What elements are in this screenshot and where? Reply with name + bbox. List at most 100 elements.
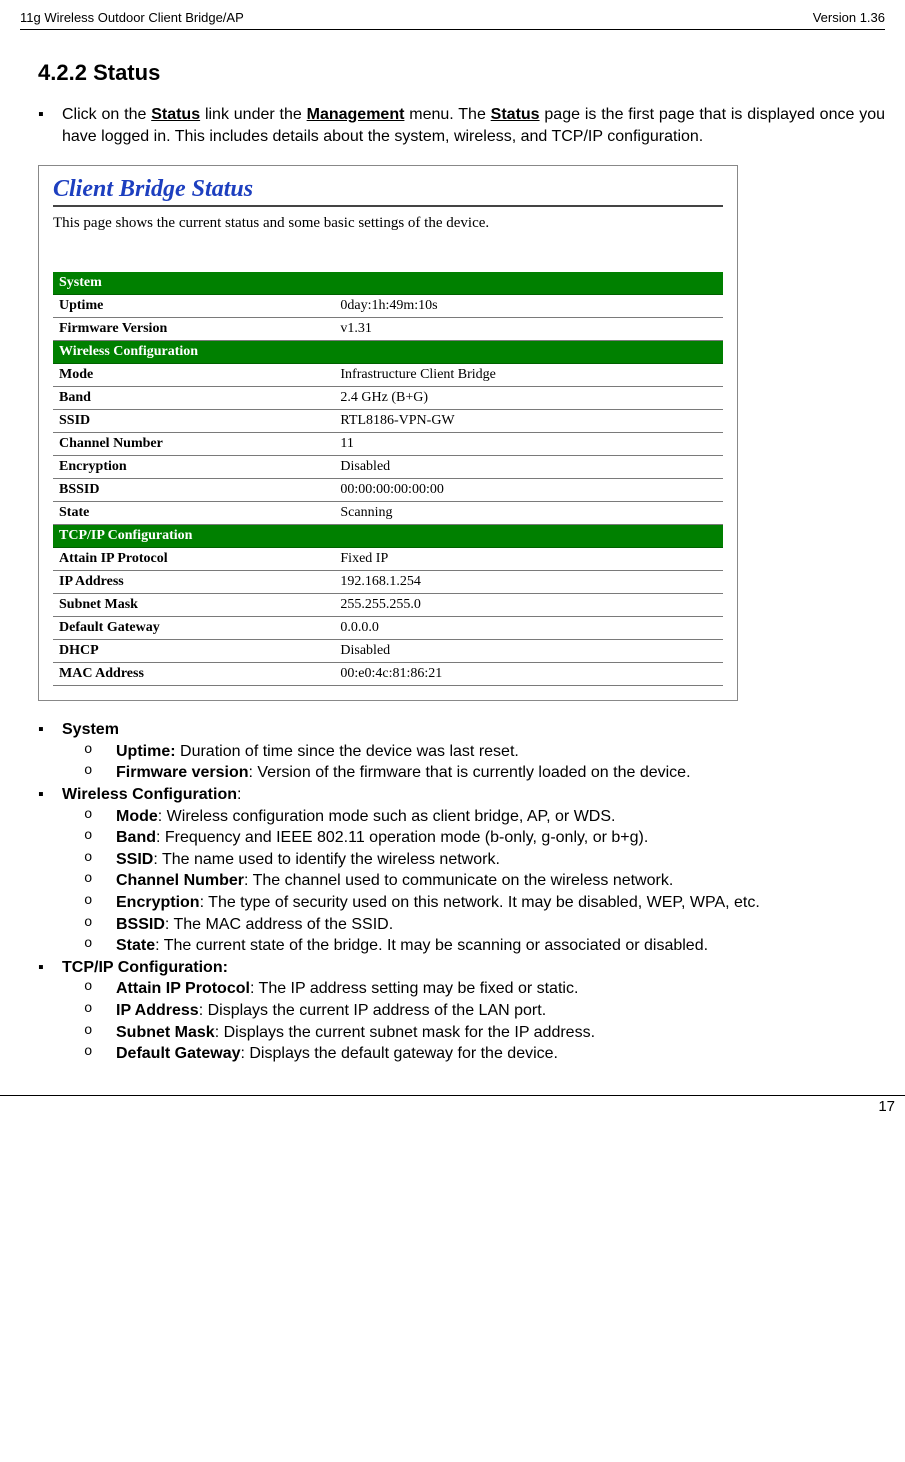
status-screenshot: Client Bridge Status This page shows the… [38, 165, 738, 701]
status-key: Attain IP Protocol [53, 548, 334, 571]
status-key: IP Address [53, 571, 334, 594]
status-row: Channel Number11 [53, 433, 723, 456]
status-section-header-cell: TCP/IP Configuration [53, 525, 723, 548]
def-wireless-colon: : [237, 786, 241, 803]
status-row: Band2.4 GHz (B+G) [53, 387, 723, 410]
def-mode: o Mode: Wireless configuration mode such… [84, 806, 885, 828]
def-uptime-key: Uptime: [116, 743, 176, 760]
def-system: ▪ System [38, 719, 885, 741]
sub-bullet-icon: o [84, 935, 116, 954]
status-key: Channel Number [53, 433, 334, 456]
status-key: BSSID [53, 479, 334, 502]
sub-bullet-icon: o [84, 1000, 116, 1019]
def-subnet-mask-key: Subnet Mask [116, 1024, 215, 1041]
bullet-icon: ▪ [38, 957, 62, 979]
status-row: MAC Address00:e0:4c:81:86:21 [53, 663, 723, 686]
def-mode-val: : Wireless configuration mode such as cl… [158, 808, 616, 825]
status-row: Uptime0day:1h:49m:10s [53, 295, 723, 318]
status-table: SystemUptime0day:1h:49m:10sFirmware Vers… [53, 272, 723, 686]
status-value: Fixed IP [334, 548, 723, 571]
def-ip-address-key: IP Address [116, 1002, 199, 1019]
status-value: v1.31 [334, 318, 723, 341]
status-key: MAC Address [53, 663, 334, 686]
def-state-key: State [116, 937, 155, 954]
screenshot-hr [53, 205, 723, 207]
bullet-icon: ▪ [38, 719, 62, 741]
def-firmware-key: Firmware version [116, 764, 249, 781]
intro-link-status2: Status [491, 106, 540, 123]
status-key: Firmware Version [53, 318, 334, 341]
def-ssid-val: : The name used to identify the wireless… [153, 851, 500, 868]
intro-link-management: Management [307, 106, 405, 123]
def-system-title: System [62, 719, 885, 741]
def-ip-address: o IP Address: Displays the current IP ad… [84, 1000, 885, 1022]
def-default-gateway: o Default Gateway: Displays the default … [84, 1043, 885, 1065]
status-value: 00:e0:4c:81:86:21 [334, 663, 723, 686]
status-key: Uptime [53, 295, 334, 318]
def-firmware: o Firmware version: Version of the firmw… [84, 762, 885, 784]
status-row: IP Address192.168.1.254 [53, 571, 723, 594]
status-key: DHCP [53, 640, 334, 663]
doc-header-left: 11g Wireless Outdoor Client Bridge/AP [20, 10, 244, 25]
intro-mid2: menu. The [404, 106, 490, 123]
def-attain-ip-val: : The IP address setting may be fixed or… [250, 980, 578, 997]
status-value: 00:00:00:00:00:00 [334, 479, 723, 502]
status-row: SSIDRTL8186-VPN-GW [53, 410, 723, 433]
def-uptime-val: Duration of time since the device was la… [176, 743, 519, 760]
status-key: Encryption [53, 456, 334, 479]
section-heading: 4.2.2 Status [38, 60, 885, 86]
def-tcpip-title: TCP/IP Configuration: [62, 957, 885, 979]
status-key: Default Gateway [53, 617, 334, 640]
def-default-gateway-val: : Displays the default gateway for the d… [240, 1045, 558, 1062]
def-bssid-key: BSSID [116, 916, 165, 933]
def-ssid: o SSID: The name used to identify the wi… [84, 849, 885, 871]
status-row: Attain IP ProtocolFixed IP [53, 548, 723, 571]
bullet-icon: ▪ [38, 784, 62, 806]
sub-bullet-icon: o [84, 849, 116, 868]
bullet-icon: ▪ [38, 104, 62, 126]
intro-bullet: ▪ Click on the Status link under the Man… [38, 104, 885, 147]
status-value: 255.255.255.0 [334, 594, 723, 617]
def-subnet-mask-val: : Displays the current subnet mask for t… [215, 1024, 595, 1041]
doc-header: 11g Wireless Outdoor Client Bridge/AP Ve… [20, 10, 885, 30]
def-subnet-mask: o Subnet Mask: Displays the current subn… [84, 1022, 885, 1044]
def-wireless-title: Wireless Configuration [62, 786, 237, 803]
status-section-header: TCP/IP Configuration [53, 525, 723, 548]
status-value: 0day:1h:49m:10s [334, 295, 723, 318]
status-key: Band [53, 387, 334, 410]
sub-bullet-icon: o [84, 870, 116, 889]
sub-bullet-icon: o [84, 892, 116, 911]
def-ip-address-val: : Displays the current IP address of the… [199, 1002, 546, 1019]
status-section-header-cell: Wireless Configuration [53, 341, 723, 364]
status-row: DHCPDisabled [53, 640, 723, 663]
def-band-val: : Frequency and IEEE 802.11 operation mo… [156, 829, 648, 846]
status-key: Subnet Mask [53, 594, 334, 617]
intro-link-status: Status [151, 106, 200, 123]
def-band-key: Band [116, 829, 156, 846]
def-channel-val: : The channel used to communicate on the… [244, 872, 673, 889]
def-wireless: ▪ Wireless Configuration: [38, 784, 885, 806]
intro-text: Click on the Status link under the Manag… [62, 104, 885, 147]
screenshot-title: Client Bridge Status [53, 176, 723, 203]
def-default-gateway-key: Default Gateway [116, 1045, 240, 1062]
status-value: 0.0.0.0 [334, 617, 723, 640]
status-row: Subnet Mask255.255.255.0 [53, 594, 723, 617]
screenshot-desc: This page shows the current status and s… [53, 215, 723, 232]
def-uptime: o Uptime: Duration of time since the dev… [84, 741, 885, 763]
status-value: 11 [334, 433, 723, 456]
section-number: 4.2.2 [38, 60, 87, 85]
status-section-header-cell: System [53, 272, 723, 295]
status-value: 2.4 GHz (B+G) [334, 387, 723, 410]
sub-bullet-icon: o [84, 806, 116, 825]
def-mode-key: Mode [116, 808, 158, 825]
def-encryption: o Encryption: The type of security used … [84, 892, 885, 914]
doc-header-right: Version 1.36 [813, 10, 885, 25]
sub-bullet-icon: o [84, 741, 116, 760]
status-section-header: Wireless Configuration [53, 341, 723, 364]
def-channel: o Channel Number: The channel used to co… [84, 870, 885, 892]
sub-bullet-icon: o [84, 914, 116, 933]
status-row: Firmware Versionv1.31 [53, 318, 723, 341]
def-bssid-val: : The MAC address of the SSID. [165, 916, 393, 933]
sub-bullet-icon: o [84, 978, 116, 997]
def-state-val: : The current state of the bridge. It ma… [155, 937, 708, 954]
